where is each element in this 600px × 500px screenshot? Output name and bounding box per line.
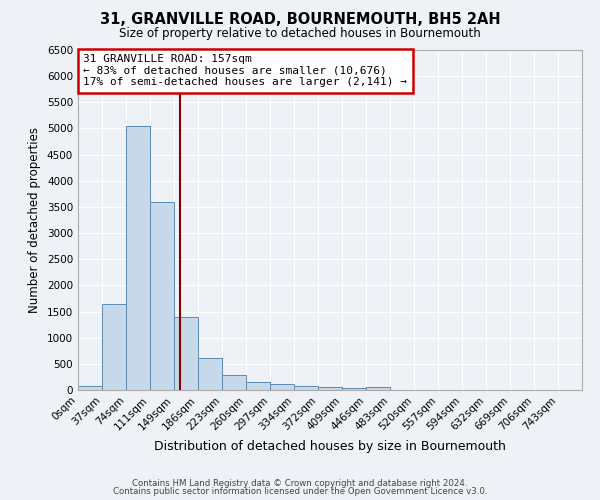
- Bar: [222, 375, 246, 390]
- Bar: [366, 387, 390, 390]
- Bar: [78, 386, 102, 390]
- Bar: [246, 382, 270, 390]
- Bar: [102, 304, 126, 390]
- Text: Contains HM Land Registry data © Crown copyright and database right 2024.: Contains HM Land Registry data © Crown c…: [132, 478, 468, 488]
- Bar: [294, 386, 318, 390]
- Bar: [342, 388, 366, 390]
- Bar: [126, 126, 150, 390]
- Bar: [318, 387, 342, 390]
- Bar: [270, 384, 294, 390]
- Bar: [198, 358, 222, 390]
- X-axis label: Distribution of detached houses by size in Bournemouth: Distribution of detached houses by size …: [154, 440, 506, 453]
- Text: Size of property relative to detached houses in Bournemouth: Size of property relative to detached ho…: [119, 28, 481, 40]
- Text: Contains public sector information licensed under the Open Government Licence v3: Contains public sector information licen…: [113, 487, 487, 496]
- Bar: [174, 317, 198, 390]
- Bar: [150, 202, 174, 390]
- Text: 31 GRANVILLE ROAD: 157sqm
← 83% of detached houses are smaller (10,676)
17% of s: 31 GRANVILLE ROAD: 157sqm ← 83% of detac…: [83, 54, 407, 88]
- Text: 31, GRANVILLE ROAD, BOURNEMOUTH, BH5 2AH: 31, GRANVILLE ROAD, BOURNEMOUTH, BH5 2AH: [100, 12, 500, 28]
- Y-axis label: Number of detached properties: Number of detached properties: [28, 127, 41, 313]
